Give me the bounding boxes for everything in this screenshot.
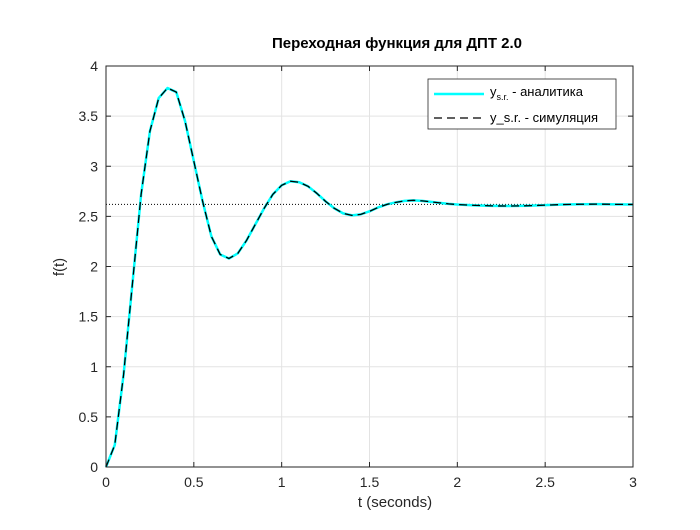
ticks	[105, 65, 634, 468]
x-tick-label: 0	[102, 474, 110, 490]
tick-labels: 0 0.5 1 1.5 2 2.5 3 0 0.5 1 1.5 2 2.5 3 3.5 4	[79, 58, 638, 490]
legend-label-analytic-rest: - аналитика	[509, 84, 584, 99]
x-tick-label: 2.5	[535, 474, 555, 490]
legend-label-analytic: ys.r. - аналитика	[490, 84, 584, 102]
y-tick-label: 1	[90, 359, 98, 375]
series-layer	[104, 86, 634, 468]
y-tick-label: 1.5	[79, 309, 99, 325]
legend-label-simulation: y_s.r. - симуляция	[490, 110, 598, 125]
y-tick-label: 0.5	[79, 409, 99, 425]
x-tick-label: 0.5	[184, 474, 204, 490]
y-tick-label: 3	[90, 158, 98, 174]
y-tick-label: 0	[90, 459, 98, 475]
y-axis-label: f(t)	[51, 258, 68, 276]
x-axis-label: t (seconds)	[358, 494, 432, 511]
series-line-simulation	[105, 87, 634, 468]
y-tick-label: 3.5	[79, 108, 99, 124]
x-tick-label: 2	[453, 474, 461, 490]
legend-label-analytic-sub: s.r.	[497, 92, 509, 102]
x-tick-label: 1	[278, 474, 286, 490]
y-tick-label: 2	[90, 259, 98, 275]
x-tick-label: 1.5	[360, 474, 380, 490]
y-tick-label: 2.5	[79, 208, 99, 224]
chart-title: Переходная функция для ДПТ 2.0	[272, 35, 522, 52]
legend: ys.r. - аналитика y_s.r. - симуляция	[427, 78, 617, 130]
x-tick-label: 3	[629, 474, 637, 490]
grid	[106, 66, 633, 467]
legend-box	[427, 78, 617, 130]
legend-label-analytic-main: y	[490, 84, 497, 99]
y-tick-label: 4	[90, 58, 98, 74]
